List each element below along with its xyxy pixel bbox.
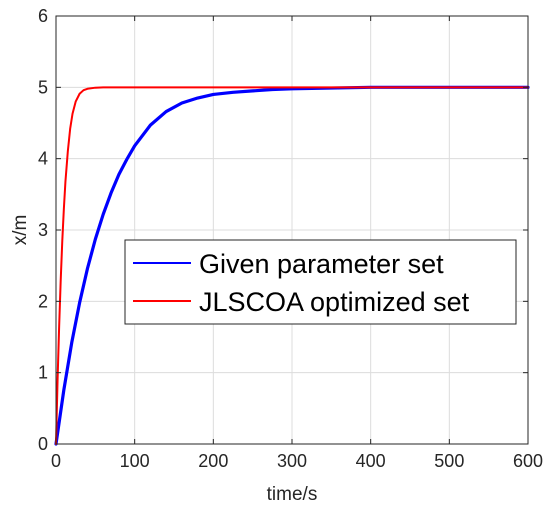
series-line-jlscoa [55,86,529,445]
x-tick-label: 600 [513,451,543,471]
x-tick-label: 0 [51,451,61,471]
x-tick-label: 500 [434,451,464,471]
x-tick-label: 400 [356,451,386,471]
y-tick-label: 2 [38,291,48,311]
y-tick-label: 6 [38,6,48,26]
x-tick-label: 200 [198,451,228,471]
tick-labels: 0 100 200 300 400 500 600 0 1 2 3 4 5 6 [38,6,543,471]
x-tick-label: 100 [120,451,150,471]
y-tick-label: 1 [38,363,48,383]
y-tick-label: 5 [38,77,48,97]
y-tick-label: 3 [38,220,48,240]
legend: Given parameter set JLSCOA optimized set [124,239,517,325]
x-axis-label: time/s [267,484,318,505]
ticks [55,15,529,445]
x-tick-label: 300 [277,451,307,471]
y-axis-label: x/m [10,215,31,246]
legend-label-jlscoa: JLSCOA optimized set [199,287,470,317]
legend-box [124,239,517,325]
y-tick-label: 4 [38,149,48,169]
legend-label-given: Given parameter set [199,249,444,279]
y-tick-label: 0 [38,434,48,454]
series-group [54,85,530,446]
